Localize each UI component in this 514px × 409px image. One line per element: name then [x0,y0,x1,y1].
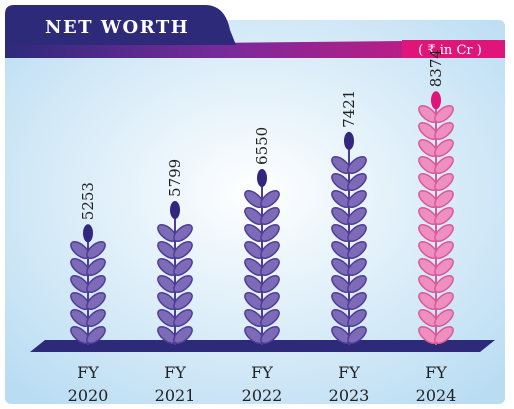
seed [83,224,93,242]
seed [344,132,354,150]
x-tick-label: FY 2020 [66,361,110,407]
value-label: 8374 [427,49,445,87]
value-label: 7421 [340,90,358,128]
page: NET WORTH ( ₹ in Cr ) 525357996550742183… [0,0,514,409]
value-label: 5253 [79,182,97,220]
chart-title: NET WORTH [45,17,189,38]
x-tick-label: FY 2023 [327,361,371,407]
seed [431,91,441,109]
wheat-bar [68,224,108,346]
x-tick-label: FY 2024 [414,361,458,407]
seed [257,169,267,187]
x-tick-label: FY 2022 [240,361,284,407]
x-tick-label: FY 2021 [153,361,197,407]
seed [170,201,180,219]
chart: NET WORTH ( ₹ in Cr ) 525357996550742183… [0,0,514,409]
value-label: 6550 [253,127,271,165]
value-label: 5799 [166,159,184,197]
